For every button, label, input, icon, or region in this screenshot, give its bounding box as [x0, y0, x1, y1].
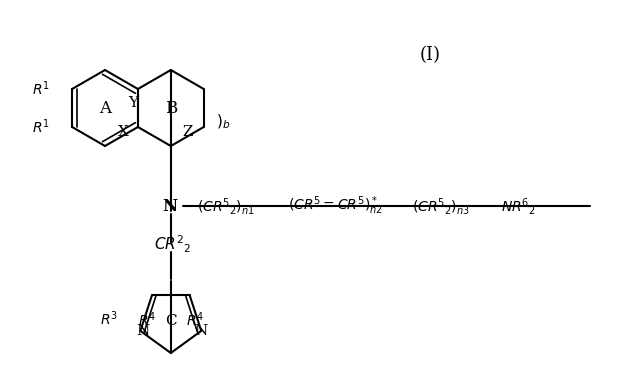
Text: $R^1$: $R^1$ — [32, 80, 50, 98]
Text: $NR^6{}_2$: $NR^6{}_2$ — [501, 196, 536, 217]
Text: (I): (I) — [419, 46, 440, 64]
Text: N: N — [163, 197, 177, 214]
Text: $(CR^5{}_2)_{n3}$: $(CR^5{}_2)_{n3}$ — [412, 196, 470, 217]
Text: Y: Y — [128, 96, 138, 110]
Text: $R^1$: $R^1$ — [32, 118, 50, 136]
Text: N: N — [136, 324, 149, 338]
Text: $(CR^5{=}CR^5)^*_{n2}$: $(CR^5{=}CR^5)^*_{n2}$ — [288, 195, 383, 217]
Text: A: A — [99, 99, 111, 116]
Text: N: N — [195, 324, 208, 338]
Text: C: C — [165, 314, 177, 328]
Text: $(CR^5{}_2)_{n1}$: $(CR^5{}_2)_{n1}$ — [197, 196, 255, 217]
Text: $R^4$: $R^4$ — [186, 310, 204, 329]
Text: X: X — [118, 125, 129, 139]
Text: Z: Z — [182, 125, 193, 139]
Text: $R^4$: $R^4$ — [138, 310, 156, 329]
Text: $R^3$: $R^3$ — [100, 309, 118, 328]
Text: $CR^2{}_2$: $CR^2{}_2$ — [154, 233, 191, 255]
Text: $)_b$: $)_b$ — [216, 113, 230, 131]
Text: B: B — [164, 99, 177, 116]
